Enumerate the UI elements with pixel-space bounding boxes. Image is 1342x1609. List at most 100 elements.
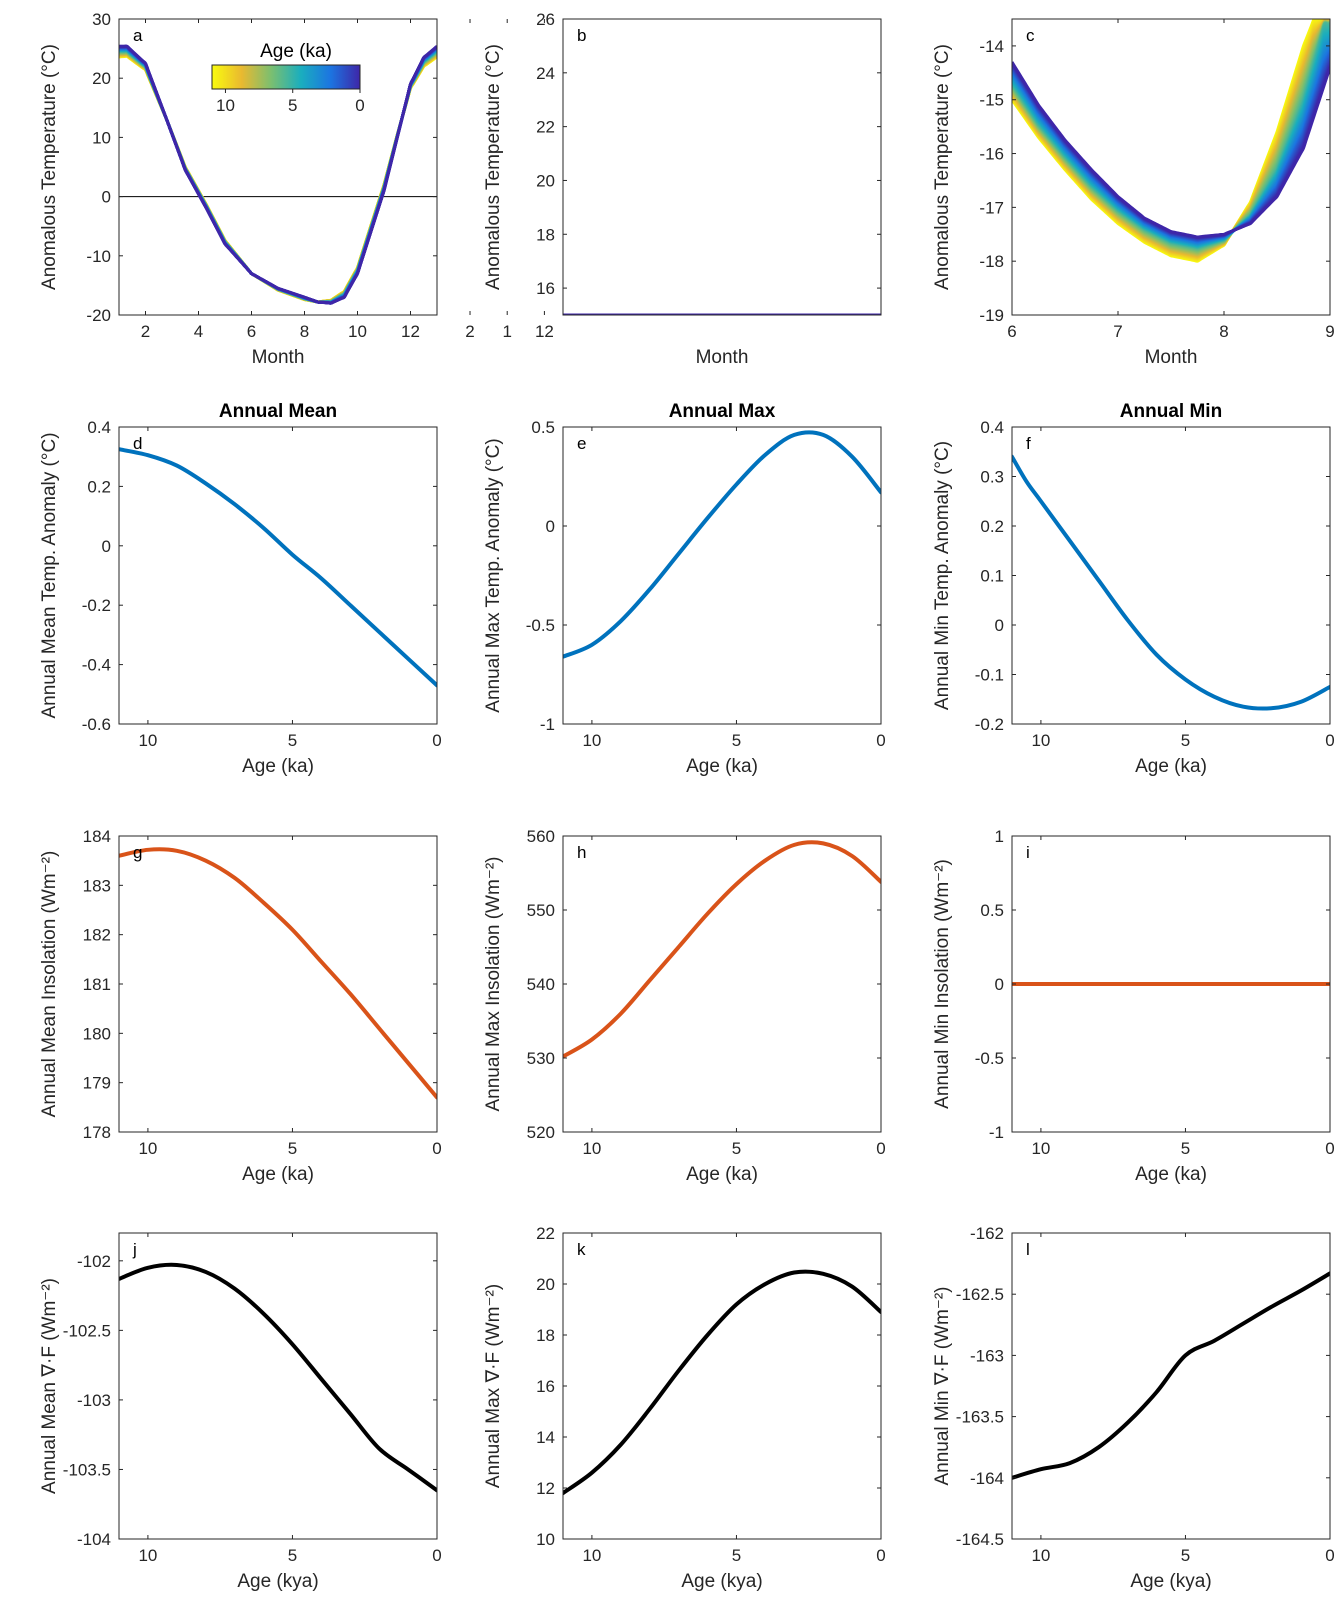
y-axis-label: Annual Min Temp. Anomaly (°C) <box>932 441 953 710</box>
y-tick-label: 10 <box>92 128 111 147</box>
y-tick-label: 182 <box>83 926 111 945</box>
y-tick-label: 0.3 <box>980 468 1004 487</box>
colorbar-tick-label: 0 <box>355 96 364 115</box>
y-tick-label: 0 <box>102 537 111 556</box>
y-tick-label: 1 <box>995 827 1004 846</box>
x-tick-label: 0 <box>1325 1139 1334 1158</box>
y-axis-label: Anomalous Temperature (°C) <box>39 44 60 290</box>
x-tick-label: 1 <box>502 322 511 341</box>
plot-area <box>563 19 881 315</box>
y-tick-label: 30 <box>92 10 111 29</box>
y-tick-label: 0 <box>102 188 111 207</box>
y-tick-label: 24 <box>536 64 555 83</box>
x-tick-label: 5 <box>288 1546 297 1565</box>
y-tick-label: -19 <box>979 306 1004 325</box>
plot-area <box>1012 427 1330 724</box>
plot-area <box>119 1233 437 1539</box>
x-axis-label: Month <box>696 347 749 368</box>
plot-area <box>1012 1233 1330 1539</box>
y-tick-label: 178 <box>83 1123 111 1142</box>
x-tick-label: 9 <box>1325 322 1334 341</box>
y-tick-label: -163.5 <box>956 1408 1004 1427</box>
y-tick-label: 540 <box>527 975 555 994</box>
x-axis-label: Age (ka) <box>686 1164 758 1185</box>
y-tick-label: -103.5 <box>63 1460 111 1479</box>
y-tick-label: -162 <box>970 1224 1004 1243</box>
x-tick-label: 0 <box>1325 731 1334 750</box>
y-tick-label: 26 <box>536 10 555 29</box>
x-tick-label: 0 <box>432 731 441 750</box>
x-axis-label: Age (ka) <box>242 756 314 777</box>
panel-letter: e <box>577 434 586 453</box>
y-axis-label: Annual Mean Temp. Anomaly (°C) <box>39 432 60 718</box>
y-tick-label: 16 <box>536 279 555 298</box>
panel-title: Annual Min <box>1120 401 1222 422</box>
colorbar-title: Age (ka) <box>260 41 332 62</box>
y-tick-label: -1 <box>540 715 555 734</box>
plot-area <box>563 427 881 724</box>
y-tick-label: -0.4 <box>82 656 111 675</box>
y-axis-label: Annual Max Temp. Anomaly (°C) <box>483 438 504 712</box>
y-tick-label: 181 <box>83 975 111 994</box>
x-axis-label: Age (ka) <box>1135 756 1207 777</box>
y-tick-label: -0.6 <box>82 715 111 734</box>
x-tick-label: 7 <box>1113 322 1122 341</box>
x-tick-label: 10 <box>348 322 367 341</box>
y-tick-label: 179 <box>83 1074 111 1093</box>
x-tick-label: 5 <box>1181 1546 1190 1565</box>
y-tick-label: -162.5 <box>956 1285 1004 1304</box>
y-tick-label: 0 <box>995 975 1004 994</box>
y-axis-label: Annual Mean Insolation (Wm⁻²) <box>39 851 60 1118</box>
colorbar-tick-label: 5 <box>288 96 297 115</box>
y-tick-label: -0.1 <box>975 666 1004 685</box>
colorbar-gradient <box>212 65 360 89</box>
plot-area <box>563 836 881 1132</box>
x-tick-label: 12 <box>535 322 554 341</box>
panel-letter: h <box>577 843 586 862</box>
y-tick-label: 22 <box>536 1224 555 1243</box>
y-tick-label: -20 <box>86 306 111 325</box>
y-tick-label: -103 <box>77 1391 111 1410</box>
x-axis-label: Month <box>252 347 305 368</box>
x-axis-label: Age (kya) <box>681 1571 762 1592</box>
y-tick-label: 550 <box>527 901 555 920</box>
y-tick-label: 0.5 <box>531 418 555 437</box>
panel-letter: g <box>133 843 142 862</box>
x-tick-label: 10 <box>1031 1139 1050 1158</box>
y-tick-label: 184 <box>83 827 111 846</box>
y-tick-label: -102.5 <box>63 1321 111 1340</box>
panel-letter: b <box>577 26 586 45</box>
x-tick-label: 0 <box>876 1546 885 1565</box>
x-tick-label: 10 <box>582 1546 601 1565</box>
y-tick-label: 10 <box>536 1530 555 1549</box>
x-axis-label: Age (kya) <box>237 1571 318 1592</box>
x-axis-label: Age (ka) <box>1135 1164 1207 1185</box>
y-tick-label: 0 <box>995 616 1004 635</box>
y-tick-label: 20 <box>536 1275 555 1294</box>
y-tick-label: -14 <box>979 37 1004 56</box>
y-tick-label: 0.1 <box>980 567 1004 586</box>
y-axis-label: Annual Max Insolation (Wm⁻²) <box>483 857 504 1112</box>
y-tick-label: 12 <box>536 1479 555 1498</box>
plot-area <box>119 836 437 1132</box>
x-axis-label: Month <box>1145 347 1198 368</box>
y-tick-label: -104 <box>77 1530 111 1549</box>
y-tick-label: 20 <box>536 171 555 190</box>
y-tick-label: 520 <box>527 1123 555 1142</box>
y-tick-label: -10 <box>86 247 111 266</box>
x-axis-label: Age (kya) <box>1130 1571 1211 1592</box>
y-tick-label: 18 <box>536 225 555 244</box>
x-tick-label: 0 <box>432 1546 441 1565</box>
x-tick-label: 6 <box>1007 322 1016 341</box>
x-axis-label: Age (ka) <box>242 1164 314 1185</box>
y-tick-label: 16 <box>536 1377 555 1396</box>
panel-letter: a <box>133 26 143 45</box>
